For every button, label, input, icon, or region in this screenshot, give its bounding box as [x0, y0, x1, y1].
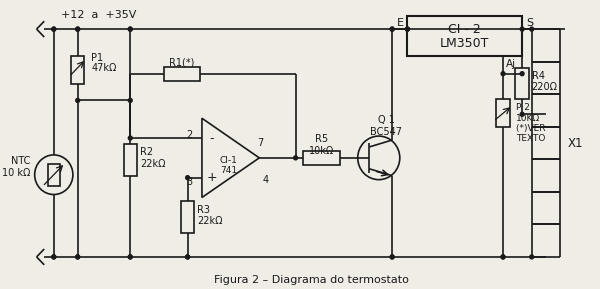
- Text: LM350T: LM350T: [440, 38, 490, 51]
- Text: CI-1
741: CI-1 741: [220, 156, 238, 175]
- Circle shape: [501, 255, 505, 259]
- Text: 47kΩ: 47kΩ: [91, 63, 116, 73]
- Circle shape: [520, 27, 524, 31]
- Text: X1: X1: [568, 136, 584, 149]
- Circle shape: [501, 72, 505, 76]
- Text: S: S: [526, 18, 533, 28]
- Text: CI - 2: CI - 2: [448, 23, 481, 36]
- Circle shape: [294, 156, 298, 160]
- Text: R4
220Ω: R4 220Ω: [532, 71, 558, 92]
- Bar: [407, 16, 522, 56]
- Circle shape: [52, 255, 56, 259]
- Circle shape: [76, 99, 80, 102]
- Circle shape: [128, 255, 132, 259]
- Circle shape: [76, 27, 80, 31]
- Text: 4: 4: [262, 175, 268, 185]
- Text: 2: 2: [186, 130, 193, 140]
- Circle shape: [185, 255, 190, 259]
- Circle shape: [406, 27, 409, 31]
- Circle shape: [530, 255, 533, 259]
- Circle shape: [390, 255, 394, 259]
- Text: R2
22kΩ: R2 22kΩ: [140, 147, 166, 169]
- Text: +12  a  +35V: +12 a +35V: [61, 10, 137, 20]
- Text: 7: 7: [257, 138, 263, 148]
- Bar: [164, 67, 200, 81]
- Text: R3
22kΩ: R3 22kΩ: [197, 205, 223, 226]
- Circle shape: [185, 176, 190, 180]
- Bar: [181, 201, 194, 233]
- Text: E: E: [397, 18, 404, 28]
- Circle shape: [52, 27, 56, 31]
- Circle shape: [76, 255, 80, 259]
- Text: P 2
10KΩ
(*)​VER
TEXTO: P 2 10KΩ (*)​VER TEXTO: [517, 103, 546, 143]
- Circle shape: [52, 255, 56, 259]
- Circle shape: [185, 255, 190, 259]
- Text: Q 1
BC547: Q 1 BC547: [370, 115, 403, 137]
- Circle shape: [128, 27, 132, 31]
- Circle shape: [390, 27, 394, 31]
- Circle shape: [390, 255, 394, 259]
- Text: NTC
10 kΩ: NTC 10 kΩ: [2, 156, 31, 177]
- Circle shape: [128, 255, 132, 259]
- Text: 3: 3: [186, 177, 193, 187]
- Bar: [515, 68, 529, 99]
- Circle shape: [530, 27, 533, 31]
- Text: Aj: Aj: [506, 59, 516, 69]
- Circle shape: [406, 27, 409, 31]
- Bar: [71, 56, 85, 84]
- Text: -: -: [209, 131, 214, 144]
- Circle shape: [520, 112, 524, 116]
- Text: +: +: [206, 171, 217, 184]
- Circle shape: [128, 136, 132, 140]
- Circle shape: [520, 72, 524, 76]
- Text: P1: P1: [91, 53, 103, 63]
- Circle shape: [128, 99, 132, 102]
- Circle shape: [76, 255, 80, 259]
- Circle shape: [52, 27, 56, 31]
- Bar: [303, 151, 340, 165]
- Circle shape: [501, 255, 505, 259]
- Circle shape: [128, 27, 132, 31]
- Circle shape: [76, 27, 80, 31]
- Text: R5
10kΩ: R5 10kΩ: [309, 134, 334, 156]
- Bar: [496, 99, 510, 127]
- Circle shape: [390, 27, 394, 31]
- Bar: [124, 144, 137, 176]
- Text: Figura 2 – Diagrama do termostato: Figura 2 – Diagrama do termostato: [214, 275, 409, 285]
- Text: R1(*): R1(*): [169, 58, 194, 68]
- Bar: [48, 164, 59, 186]
